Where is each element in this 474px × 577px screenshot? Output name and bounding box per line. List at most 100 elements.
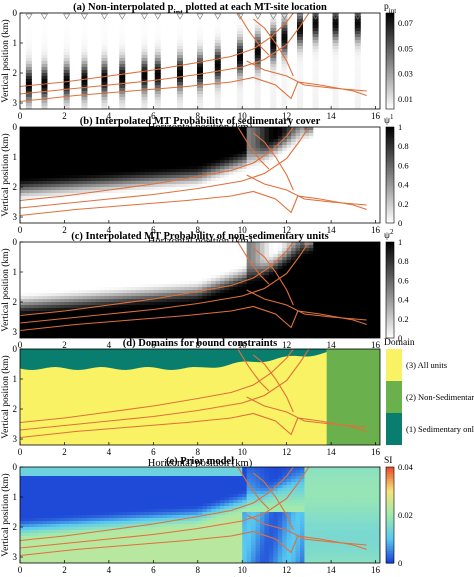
- heatmap-cell: [60, 151, 66, 155]
- heatmap-cell: [24, 272, 30, 276]
- heatmap-cell: [100, 214, 106, 218]
- y-tick-label: 0: [13, 8, 18, 18]
- heatmap-cell: [55, 260, 61, 264]
- heatmap-cell: [135, 266, 141, 270]
- site-column-cell: [154, 103, 161, 107]
- heatmap-cell: [73, 220, 79, 223]
- heatmap-cell: [220, 145, 226, 149]
- site-column-cell: [332, 52, 339, 56]
- heatmap-cell: [144, 305, 150, 309]
- heatmap-cell: [166, 290, 172, 294]
- heatmap-cell: [308, 184, 314, 188]
- heatmap-cell: [202, 178, 208, 182]
- heatmap-cell: [51, 196, 57, 200]
- heatmap-cell: [304, 220, 310, 223]
- heatmap-cell: [211, 187, 217, 191]
- site-column-cell: [297, 61, 303, 65]
- heatmap-cell: [197, 275, 203, 279]
- heatmap-cell: [28, 166, 34, 170]
- heatmap-cell: [122, 136, 128, 140]
- heatmap-cell: [68, 332, 74, 336]
- heatmap-cell: [220, 148, 226, 152]
- site-column-cell: [25, 64, 32, 68]
- heatmap-cell: [135, 151, 141, 155]
- site-column-cell: [119, 100, 126, 104]
- heatmap-cell: [162, 266, 168, 270]
- heatmap-cell: [28, 260, 34, 264]
- heatmap-cell: [20, 184, 26, 188]
- heatmap-cell: [180, 257, 186, 261]
- heatmap-cell: [135, 163, 141, 167]
- heatmap-cell: [113, 181, 119, 185]
- heatmap-cell: [291, 220, 297, 223]
- heatmap-cell: [144, 181, 150, 185]
- heatmap-cell: [211, 308, 217, 312]
- heatmap-cell: [313, 220, 319, 223]
- heatmap-cell: [91, 281, 97, 285]
- heatmap-cell: [175, 127, 181, 131]
- heatmap-cell: [211, 181, 217, 185]
- heatmap-cell: [206, 151, 212, 155]
- heatmap-cell: [20, 175, 26, 179]
- heatmap-cell: [268, 214, 274, 218]
- heatmap-cell: [375, 136, 380, 140]
- heatmap-cell: [148, 290, 154, 294]
- heatmap-cell: [64, 284, 70, 288]
- heatmap-cell: [60, 145, 66, 149]
- heatmap-cell: [108, 263, 114, 267]
- heatmap-cell: [33, 160, 39, 164]
- colorbar-title: ψ1: [384, 113, 394, 126]
- site-column-cell: [25, 55, 32, 59]
- heatmap-cell: [188, 287, 194, 291]
- heatmap-cell: [162, 281, 168, 285]
- heatmap-cell: [82, 278, 88, 282]
- y-tick-label: 3: [13, 212, 18, 222]
- heatmap-cell: [73, 299, 79, 303]
- heatmap-cell: [122, 296, 128, 300]
- heatmap-cell: [108, 196, 114, 200]
- heatmap-cell: [215, 193, 221, 197]
- heatmap-cell: [37, 139, 43, 143]
- heatmap-cell: [162, 335, 168, 338]
- heatmap-cell: [313, 193, 319, 197]
- heatmap-cell: [148, 145, 154, 149]
- heatmap-cell: [51, 263, 57, 267]
- heatmap-cell: [237, 214, 243, 218]
- heatmap-cell: [171, 220, 177, 223]
- heatmap-cell: [260, 163, 266, 167]
- site-column-cell: [254, 88, 261, 92]
- heatmap-cell: [348, 166, 354, 170]
- site-column-cell: [41, 70, 48, 74]
- site-column-cell: [254, 37, 261, 41]
- heatmap-cell: [264, 214, 270, 218]
- heatmap-cell: [122, 175, 128, 179]
- heatmap-cell: [55, 139, 61, 143]
- heatmap-cell: [95, 154, 101, 158]
- heatmap-cell: [55, 130, 61, 134]
- heatmap-cell: [100, 136, 106, 140]
- heatmap-cell: [113, 202, 119, 206]
- heatmap-cell: [264, 190, 270, 194]
- heatmap-cell: [362, 199, 368, 203]
- heatmap-cell: [91, 220, 97, 223]
- heatmap-cell: [300, 160, 306, 164]
- colorbar-gradient-cell: [386, 187, 394, 190]
- heatmap-cell: [153, 311, 159, 315]
- heatmap-cell: [140, 175, 146, 179]
- heatmap-cell: [100, 245, 106, 249]
- heatmap-cell: [357, 175, 363, 179]
- heatmap-cell: [326, 175, 332, 179]
- heatmap-cell: [375, 175, 380, 179]
- heatmap-cell: [162, 245, 168, 249]
- heatmap-cell: [242, 142, 248, 146]
- heatmap-cell: [131, 323, 137, 327]
- site-column-cell: [214, 76, 221, 80]
- site-column-cell: [81, 55, 88, 59]
- heatmap-cell: [122, 145, 128, 149]
- colorbar-gradient-cell: [386, 46, 394, 50]
- heatmap-cell: [20, 308, 26, 312]
- heatmap-cell: [86, 157, 92, 161]
- heatmap-cell: [184, 154, 190, 158]
- heatmap-cell: [28, 139, 34, 143]
- heatmap-cell: [193, 281, 199, 285]
